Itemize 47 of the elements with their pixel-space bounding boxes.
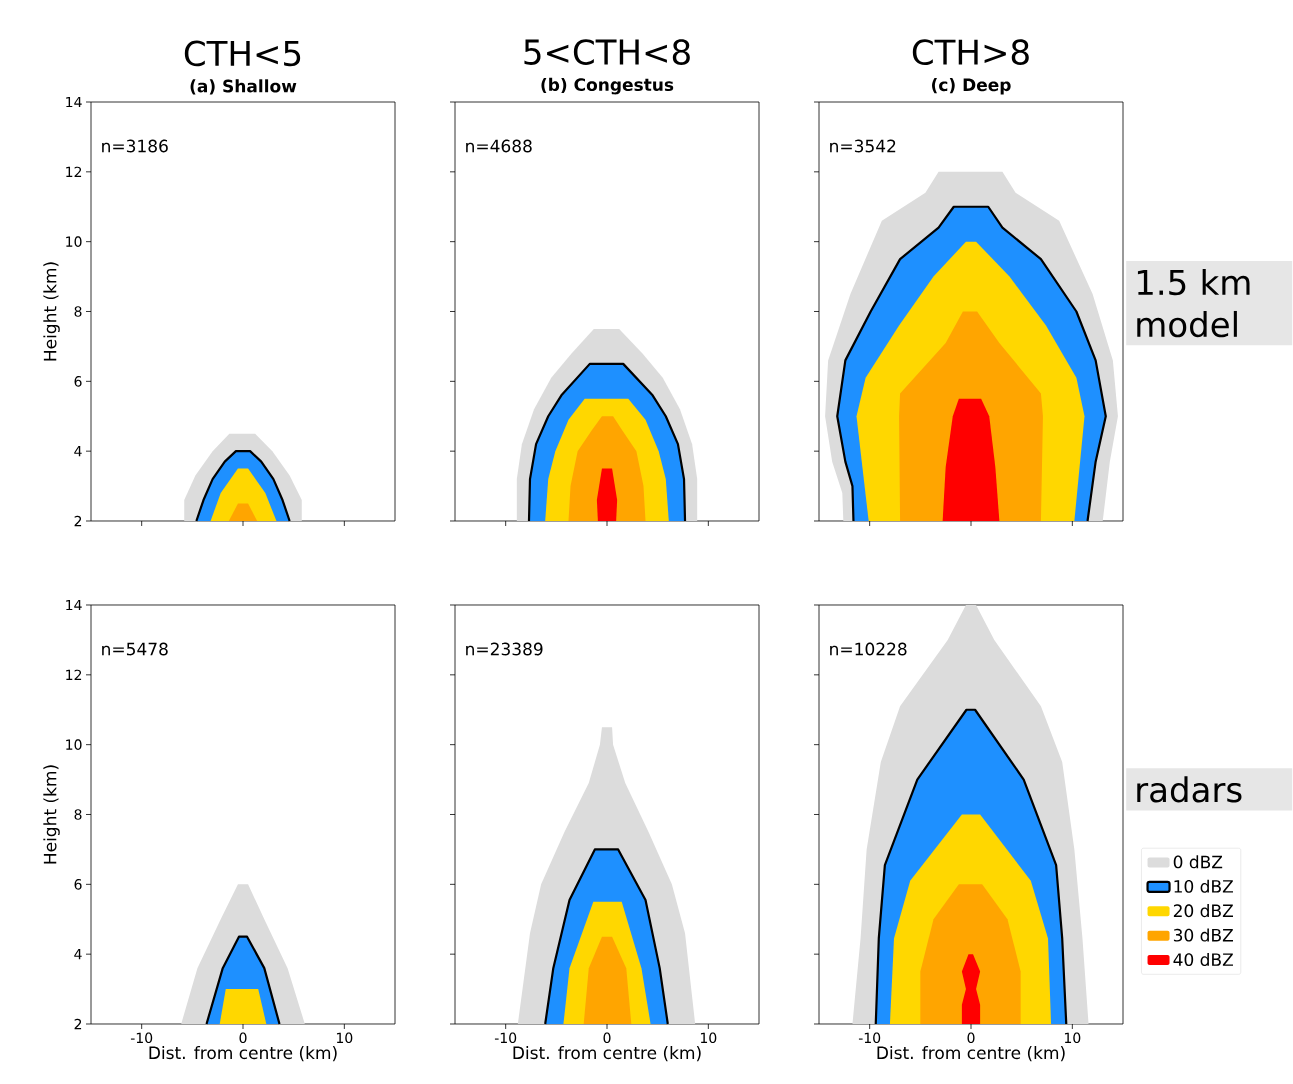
text: radars [1137,776,1242,803]
chart-subtitle: (c) Deep [932,78,1011,95]
annotation: n=4688 [466,139,532,153]
y-tick-label: 10 [66,739,82,750]
y-tick-label: 2 [74,1018,82,1030]
legend-label: 10 dBZ [1174,879,1233,893]
y-tick-label: 12 [66,166,82,178]
annotation: n=3542 [830,139,896,153]
annotation: n=5478 [102,642,168,656]
x-tick-label: 0 [603,1032,611,1044]
y-tick-label: 8 [74,809,82,820]
y-axis-title: Height (km) [43,765,60,864]
text: 1.5 km model [1137,268,1250,338]
x-axis-title: Dist. from centre (km) [877,1045,1065,1062]
y-tick-label: 4 [74,949,82,960]
chart-title: 5<CTH<8 [524,39,690,65]
x-tick-label: -10 [494,1032,517,1044]
chart-title: CTH<5 [184,40,301,67]
y-axis-title: Height (km) [43,262,60,361]
legend-label: 20 dBZ [1173,904,1233,918]
x-tick-label: -10 [130,1032,153,1044]
x-tick-label: 10 [336,1032,353,1044]
x-tick-label: 10 [1064,1032,1081,1044]
y-tick-label: 6 [74,879,82,890]
x-tick-label: 0 [967,1032,975,1044]
x-tick-label: -10 [858,1032,881,1044]
x-tick-label: 10 [700,1032,717,1044]
annotation: n=10228 [830,642,907,656]
x-tick-label: 0 [239,1032,247,1044]
annotation: n=3186 [102,139,168,153]
legend-label: 30 dBZ [1173,928,1233,942]
chart-subtitle: (a) Shallow [190,79,297,95]
y-tick-label: 4 [74,446,82,457]
legend-label: 40 dBZ [1173,952,1233,967]
y-tick-label: 12 [66,669,82,681]
x-axis-title: Dist. from centre (km) [149,1045,337,1062]
chart-subtitle: (b) Congestus [541,77,674,95]
chart-title: CTH>8 [912,39,1029,66]
x-axis-title: Dist. from centre (km) [513,1045,701,1062]
legend-label: 0 dBZ [1173,855,1223,869]
y-tick-label: 8 [74,306,82,317]
y-tick-label: 2 [74,515,82,527]
y-tick-label: 14 [66,599,82,611]
y-tick-label: 14 [66,96,82,108]
annotation: n=23389 [466,642,543,656]
y-tick-label: 6 [74,376,82,387]
y-tick-label: 10 [66,236,82,247]
